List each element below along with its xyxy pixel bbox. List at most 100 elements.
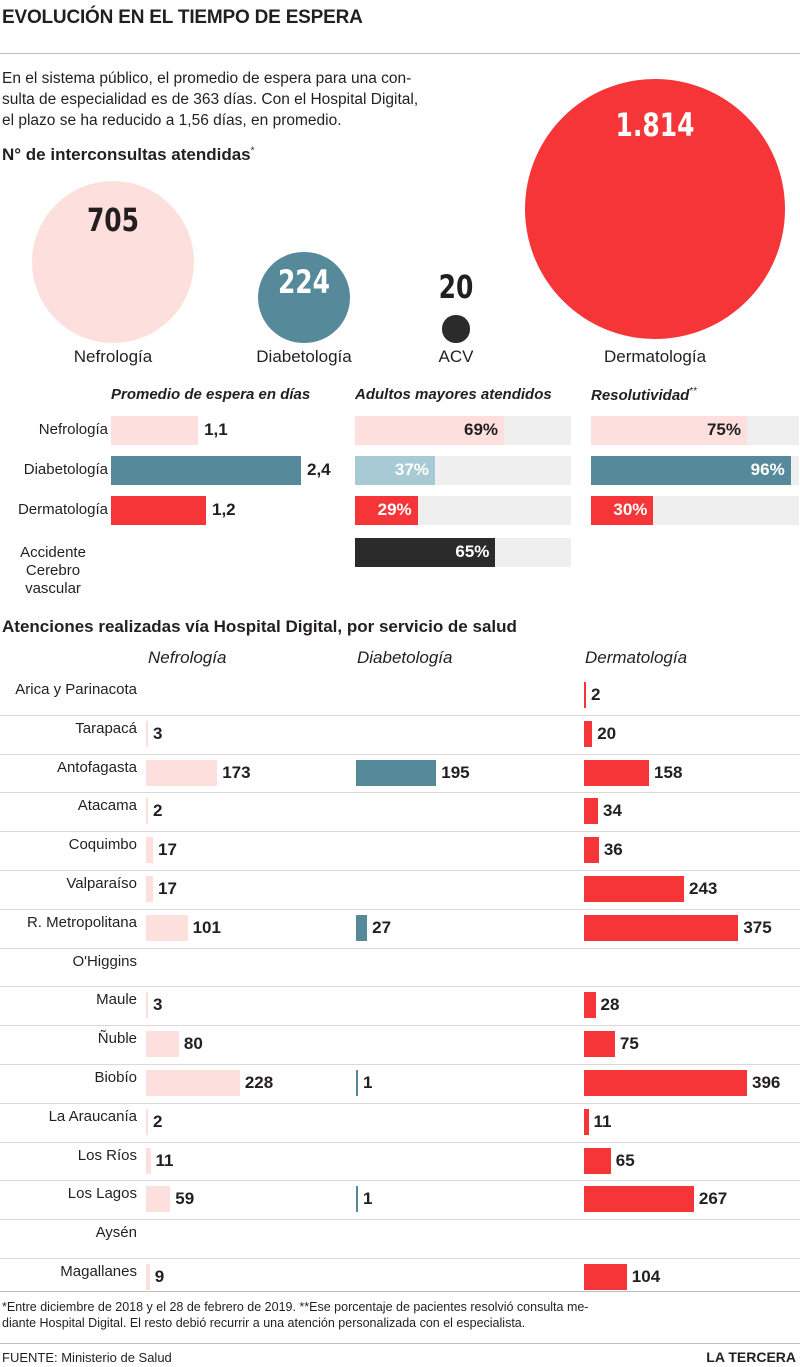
wait-value: 1,2 bbox=[212, 500, 236, 519]
region-bar bbox=[146, 1264, 150, 1290]
bubble-value: 20 bbox=[438, 268, 474, 306]
region-value: 20 bbox=[597, 724, 617, 743]
seniors-value: 69% bbox=[464, 420, 499, 439]
region-bar bbox=[584, 1070, 747, 1096]
region-value: 36 bbox=[603, 840, 623, 859]
bubble-value: 1.814 bbox=[615, 106, 695, 144]
region-value: 173 bbox=[222, 763, 251, 782]
region-row-divider bbox=[0, 715, 800, 716]
region-bar bbox=[584, 837, 599, 863]
bubble-3 bbox=[525, 79, 785, 339]
row-label: Nefrología bbox=[38, 421, 108, 438]
region-bar bbox=[356, 1070, 358, 1096]
region-bar bbox=[584, 1148, 611, 1174]
publisher-brand: LA TERCERA bbox=[706, 1349, 796, 1365]
footnote-line: diante Hospital Digital. El resto debió … bbox=[2, 1316, 526, 1330]
region-value: 1 bbox=[363, 1189, 373, 1208]
row-label: Dermatología bbox=[17, 501, 108, 518]
bubble-label: Dermatología bbox=[603, 347, 707, 366]
resolution-value: 30% bbox=[613, 500, 648, 519]
region-value: 9 bbox=[154, 1267, 165, 1286]
region-value: 11 bbox=[155, 1151, 174, 1170]
wait-days-title: Promedio de espera en días bbox=[111, 386, 311, 403]
seniors-bar bbox=[355, 456, 435, 485]
seniors-bar bbox=[355, 538, 496, 567]
region-column-header: Dermatología bbox=[585, 648, 688, 667]
resolution-track: 75% bbox=[591, 416, 799, 445]
footnote: *Entre diciembre de 2018 y el 28 de febr… bbox=[2, 1299, 782, 1331]
footnote-mark: * bbox=[250, 145, 255, 157]
source-divider bbox=[0, 1343, 800, 1344]
resolution-title-text: Resolutividad bbox=[591, 387, 690, 404]
region-label: Atacama bbox=[77, 797, 137, 814]
region-bar bbox=[146, 992, 148, 1018]
region-row-divider bbox=[0, 1219, 800, 1220]
resolution-track: 30% bbox=[591, 496, 799, 525]
region-value: 101 bbox=[192, 918, 221, 937]
region-value: 11 bbox=[593, 1112, 612, 1131]
region-value: 65 bbox=[615, 1151, 635, 1170]
region-bar bbox=[356, 1186, 358, 1212]
region-value: 59 bbox=[175, 1189, 195, 1208]
intro-line: el plazo se ha reducido a 1,56 días, en … bbox=[2, 112, 342, 129]
region-bar bbox=[146, 915, 188, 941]
region-bar bbox=[146, 721, 148, 747]
region-bar bbox=[146, 1031, 179, 1057]
region-label: Magallanes bbox=[60, 1263, 137, 1280]
region-bar bbox=[584, 682, 586, 708]
region-column-header: Diabetología bbox=[357, 648, 453, 667]
wait-bar bbox=[111, 456, 301, 485]
region-bar bbox=[584, 1031, 615, 1057]
region-label: Valparaíso bbox=[66, 875, 137, 892]
region-value: 28 bbox=[600, 995, 620, 1014]
region-value: 1 bbox=[363, 1073, 373, 1092]
region-value: 75 bbox=[619, 1034, 639, 1053]
region-label: Ñuble bbox=[97, 1030, 137, 1047]
region-row-divider bbox=[0, 1180, 800, 1181]
region-row-divider bbox=[0, 792, 800, 793]
seniors-track: 29% bbox=[355, 496, 571, 525]
resolution-bar bbox=[591, 496, 654, 525]
region-row-divider bbox=[0, 870, 800, 871]
bubble-section-title-text: N° de interconsultas atendidas bbox=[2, 145, 251, 164]
seniors-value: 29% bbox=[377, 500, 412, 519]
region-value: 158 bbox=[654, 763, 683, 782]
region-bar bbox=[146, 1186, 171, 1212]
region-value: 17 bbox=[157, 879, 177, 898]
intro-text: En el sistema público, el promedio de es… bbox=[2, 68, 472, 131]
bubble-value: 224 bbox=[277, 263, 331, 302]
region-bar bbox=[584, 876, 685, 902]
bubble-0 bbox=[31, 180, 195, 343]
region-row-divider bbox=[0, 1258, 800, 1259]
seniors-value: 65% bbox=[455, 542, 490, 561]
region-bar bbox=[356, 915, 368, 941]
bubble-1 bbox=[258, 251, 350, 343]
intro-line: sulta de especialidad es de 363 días. Co… bbox=[2, 91, 419, 108]
region-row-divider bbox=[0, 1064, 800, 1065]
footnote-divider bbox=[0, 1291, 800, 1292]
region-bar bbox=[584, 1186, 694, 1212]
seniors-track: 37% bbox=[355, 456, 571, 485]
title-divider bbox=[0, 53, 800, 54]
region-bar bbox=[146, 876, 153, 902]
seniors-bar bbox=[355, 416, 505, 445]
region-row-divider bbox=[0, 986, 800, 987]
footnote-mark: ** bbox=[689, 386, 698, 397]
region-label: O'Higgins bbox=[72, 953, 137, 970]
region-value: 80 bbox=[183, 1034, 203, 1053]
region-value: 3 bbox=[153, 724, 163, 743]
region-bar bbox=[584, 915, 739, 941]
region-bar bbox=[584, 992, 596, 1018]
region-bar bbox=[146, 1070, 240, 1096]
region-bar bbox=[146, 798, 148, 824]
region-row-divider bbox=[0, 909, 800, 910]
region-bar bbox=[584, 1264, 627, 1290]
region-bar bbox=[584, 721, 593, 747]
region-label: Tarapacá bbox=[75, 720, 137, 737]
region-label: Los Lagos bbox=[67, 1185, 137, 1202]
row-label-acv: Accidente Cerebro vascular bbox=[0, 544, 108, 598]
region-value: 2 bbox=[591, 685, 601, 704]
region-label: La Araucanía bbox=[48, 1108, 137, 1125]
region-bar bbox=[584, 1109, 589, 1135]
wait-value: 2,4 bbox=[307, 460, 331, 479]
